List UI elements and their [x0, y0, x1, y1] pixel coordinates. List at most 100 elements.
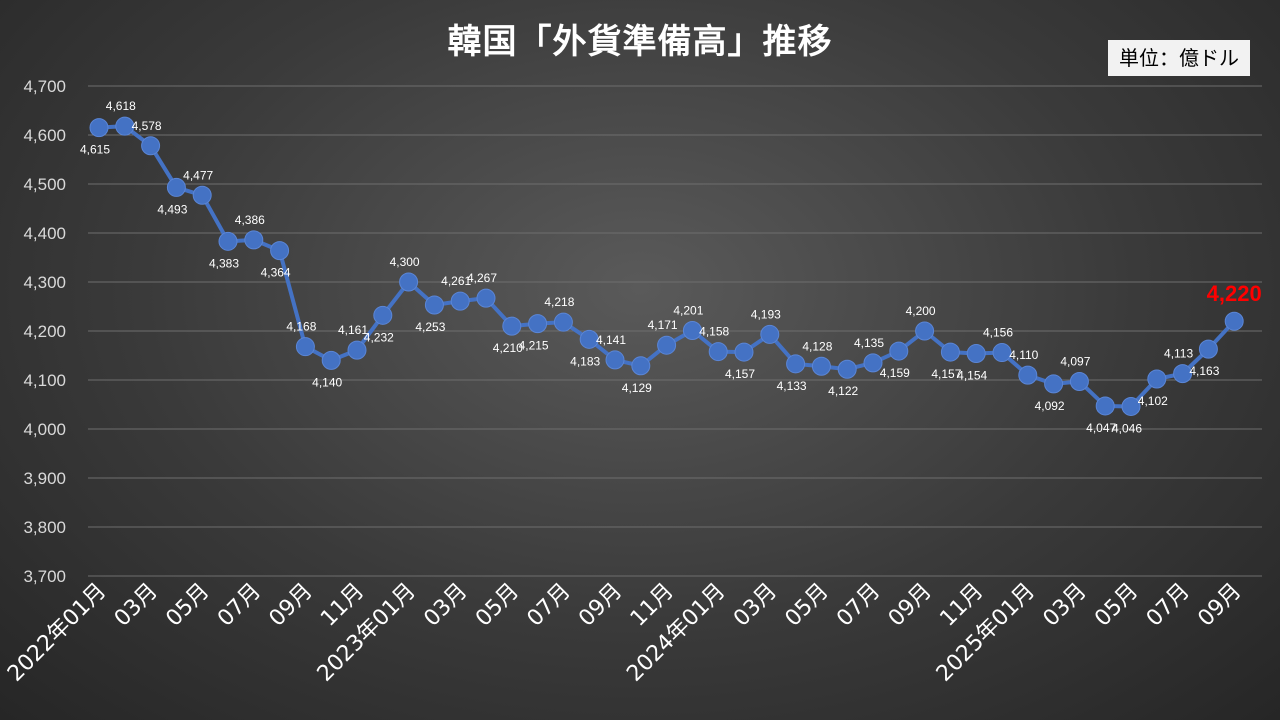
x-tick-label: 05月	[161, 579, 214, 632]
y-tick-label: 3,800	[23, 518, 66, 537]
x-tick-label: 05月	[1090, 579, 1143, 632]
data-label: 4,183	[570, 354, 600, 368]
data-point	[450, 291, 470, 311]
y-tick-label: 4,200	[23, 322, 66, 341]
data-label: 4,253	[415, 320, 445, 334]
data-label: 4,267	[467, 271, 497, 285]
data-point	[734, 342, 754, 362]
data-label: 4,163	[1189, 364, 1219, 378]
x-tick-label: 03月	[729, 579, 782, 632]
y-tick-label: 3,900	[23, 469, 66, 488]
data-point	[115, 116, 135, 136]
data-label: 4,097	[1060, 354, 1090, 368]
x-tick-label: 07月	[1142, 579, 1195, 632]
data-point	[889, 341, 909, 361]
data-point	[605, 350, 625, 370]
data-point	[295, 337, 315, 357]
data-label: 4,300	[390, 255, 420, 269]
data-point	[244, 230, 264, 250]
data-point	[1224, 311, 1244, 331]
data-point	[528, 314, 548, 334]
data-label: 4,493	[157, 202, 187, 216]
data-point	[1173, 364, 1193, 384]
data-label: 4,157	[931, 367, 961, 381]
data-label: 4,122	[828, 384, 858, 398]
data-label: 4,159	[880, 366, 910, 380]
data-label: 4,386	[235, 213, 265, 227]
data-point	[940, 342, 960, 362]
x-tick-label: 09月	[1193, 579, 1246, 632]
data-label: 4,133	[777, 379, 807, 393]
data-point	[1121, 396, 1141, 416]
data-label: 4,157	[725, 367, 755, 381]
x-tick-label: 2022年01月	[3, 579, 111, 687]
data-point	[1044, 374, 1064, 394]
data-point	[218, 231, 238, 251]
data-label: 4,168	[286, 320, 316, 334]
data-point	[837, 359, 857, 379]
data-label: 4,154	[957, 369, 987, 383]
data-label: 4,135	[854, 336, 884, 350]
data-point	[502, 316, 522, 336]
data-label: 4,193	[751, 307, 781, 321]
data-label: 4,141	[596, 333, 626, 347]
data-point	[657, 335, 677, 355]
x-tick-label: 03月	[110, 579, 163, 632]
y-tick-label: 3,700	[23, 567, 66, 586]
data-point	[760, 324, 780, 344]
data-label: 4,113	[1164, 347, 1193, 361]
y-tick-label: 4,700	[23, 77, 66, 96]
x-axis: 2022年01月03月05月07月09月11月2023年01月03月05月07月…	[3, 579, 1246, 687]
data-label: 4,046	[1112, 421, 1142, 435]
data-label: 4,200	[906, 304, 936, 318]
data-labels: 4,615 4,618 4,578 4,493 4,477 4,383 4,386 4,364…	[80, 99, 1262, 435]
data-point	[811, 356, 831, 376]
data-point	[270, 241, 290, 261]
y-tick-label: 4,300	[23, 273, 66, 292]
data-point	[141, 136, 161, 156]
data-point	[347, 340, 367, 360]
data-point	[682, 321, 702, 341]
y-tick-label: 4,100	[23, 371, 66, 390]
data-label: 4,102	[1138, 394, 1168, 408]
chart-title: 韓国「外貨準備高」推移	[447, 22, 833, 62]
x-tick-label: 09月	[574, 579, 627, 632]
x-tick-label: 09月	[265, 579, 318, 632]
data-label: 4,218	[544, 295, 574, 309]
x-tick-label: 07月	[213, 579, 266, 632]
data-point	[786, 354, 806, 374]
x-tick-label: 05月	[471, 579, 524, 632]
data-point	[915, 321, 935, 341]
y-tick-label: 4,500	[23, 175, 66, 194]
x-tick-label: 07月	[523, 579, 576, 632]
data-label: 4,615	[80, 143, 110, 157]
data-point	[708, 342, 728, 362]
data-point	[631, 356, 651, 376]
data-label: 4,201	[673, 304, 703, 318]
grid-lines	[88, 85, 1262, 577]
data-label: 4,140	[312, 375, 342, 389]
y-tick-label: 4,000	[23, 420, 66, 439]
data-label: 4,092	[1035, 399, 1065, 413]
x-tick-label: 03月	[419, 579, 472, 632]
data-label: 4,215	[519, 339, 549, 353]
data-point	[89, 118, 109, 138]
data-point	[476, 288, 496, 308]
data-label: 4,477	[183, 168, 213, 182]
x-tick-label: 09月	[884, 579, 937, 632]
data-point	[1095, 396, 1115, 416]
y-tick-label: 4,600	[23, 126, 66, 145]
data-point	[992, 343, 1012, 363]
data-point	[166, 177, 186, 197]
y-axis: 3,700 3,800 3,900 4,000 4,100 4,200 4,300 4,400…	[23, 77, 66, 586]
data-label: 4,047	[1086, 421, 1116, 435]
data-point	[863, 353, 883, 373]
data-point	[966, 344, 986, 364]
data-label: 4,578	[132, 119, 162, 133]
data-point	[192, 185, 212, 205]
data-point	[553, 312, 573, 332]
data-label: 4,383	[209, 256, 239, 270]
data-label: 4,232	[364, 330, 394, 344]
data-point	[1018, 365, 1038, 385]
